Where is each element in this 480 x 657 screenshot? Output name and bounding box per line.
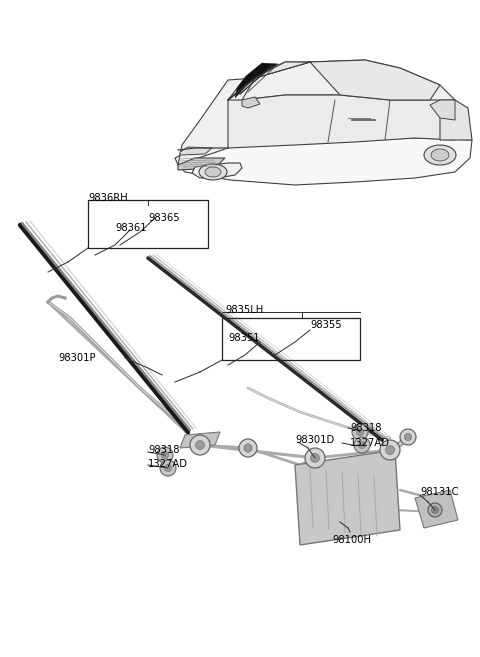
Circle shape [354, 437, 370, 453]
Circle shape [160, 460, 176, 476]
Circle shape [400, 429, 416, 445]
Polygon shape [180, 432, 220, 448]
Circle shape [357, 428, 363, 436]
Polygon shape [424, 145, 456, 165]
Text: 1327AD: 1327AD [148, 459, 188, 469]
Circle shape [352, 424, 368, 440]
Text: 98365: 98365 [148, 213, 180, 223]
Polygon shape [178, 158, 225, 170]
Circle shape [404, 434, 412, 441]
Circle shape [195, 440, 204, 449]
Circle shape [385, 445, 395, 455]
Circle shape [359, 442, 365, 449]
Polygon shape [431, 149, 449, 161]
Polygon shape [228, 95, 455, 148]
Text: 98351: 98351 [228, 333, 260, 343]
Circle shape [165, 464, 171, 472]
Circle shape [311, 453, 320, 463]
Text: 98301D: 98301D [295, 435, 334, 445]
Text: 9835LH: 9835LH [225, 305, 263, 315]
Text: 98301P: 98301P [58, 353, 96, 363]
Polygon shape [415, 490, 458, 528]
Text: 98318: 98318 [148, 445, 180, 455]
Text: 9836RH: 9836RH [88, 193, 128, 203]
Text: 98361: 98361 [115, 223, 146, 233]
Polygon shape [178, 78, 255, 165]
Polygon shape [180, 147, 212, 155]
Circle shape [305, 448, 325, 468]
Polygon shape [440, 100, 472, 140]
Polygon shape [205, 167, 221, 177]
Circle shape [157, 447, 173, 463]
Polygon shape [430, 100, 455, 120]
Polygon shape [199, 164, 227, 180]
Circle shape [428, 503, 442, 517]
Circle shape [161, 451, 168, 459]
Circle shape [190, 435, 210, 455]
Polygon shape [228, 62, 310, 100]
Polygon shape [175, 138, 472, 185]
Polygon shape [242, 97, 260, 108]
Polygon shape [228, 60, 455, 108]
Polygon shape [192, 163, 242, 178]
Bar [222, 318, 360, 360]
Text: 98131C: 98131C [420, 487, 458, 497]
Circle shape [244, 444, 252, 452]
Polygon shape [255, 60, 440, 100]
Polygon shape [295, 450, 400, 545]
Text: 98318: 98318 [350, 423, 382, 433]
Circle shape [380, 440, 400, 460]
Circle shape [432, 507, 439, 514]
Text: 1327AD: 1327AD [350, 438, 390, 448]
Polygon shape [235, 63, 278, 98]
Text: 98100H: 98100H [332, 535, 371, 545]
Text: 98355: 98355 [310, 320, 342, 330]
Circle shape [239, 439, 257, 457]
Bar [88, 200, 208, 248]
